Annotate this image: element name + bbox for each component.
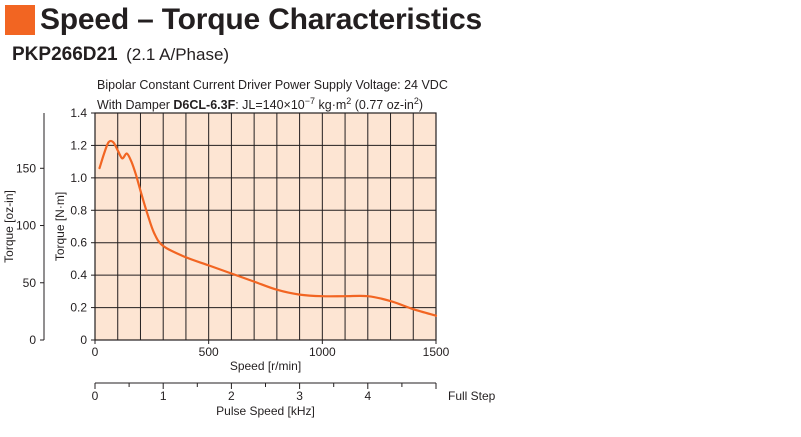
y-tick-label: 0.6	[70, 236, 87, 250]
series-line-0	[98, 139, 438, 317]
condition-line-1: Bipolar Constant Current Driver Power Su…	[97, 78, 448, 92]
y-axis-label: Torque [N·m]	[53, 192, 67, 261]
x2-tick-label: 2	[228, 389, 235, 403]
model-row: PKP266D21 (2.1 A/Phase)	[12, 44, 229, 66]
x-tick-label: 1000	[309, 345, 336, 359]
y-tick-label: 0	[80, 333, 87, 347]
plot-frame	[94, 112, 437, 341]
inertia-close-paren: )	[418, 98, 423, 113]
y-tick-label: 1.4	[70, 106, 87, 120]
title-accent-square	[5, 5, 35, 35]
condition-line-2: With Damper D6CL-6.3F: JL=140×10−7 kg·m2…	[97, 94, 423, 113]
damper-model: D6CL-6.3F	[173, 98, 236, 113]
x2-axis-label: Pulse Speed [kHz]	[216, 404, 315, 418]
x-tick-label: 1500	[423, 345, 450, 359]
y2-tick-label: 150	[16, 161, 36, 175]
y-tick-label: 0.4	[70, 268, 87, 282]
inertia-imperial-exponent: 2	[413, 96, 419, 106]
y2-tick-label: 50	[23, 276, 37, 290]
chart-title-row: Speed – Torque Characteristics	[5, 2, 482, 38]
y2-tick-label: 100	[16, 219, 36, 233]
x2-tick-label: 1	[160, 389, 167, 403]
inertia-unit: kg·m	[315, 98, 347, 113]
condition-prefix: With Damper	[97, 98, 174, 113]
y-tick-label: 1.0	[70, 171, 87, 185]
model-name: PKP266D21	[12, 44, 118, 65]
y-tick-label: 1.2	[70, 138, 87, 152]
x-axis-label: Speed [r/min]	[230, 359, 301, 373]
inertia-unit-exponent: 2	[346, 96, 352, 106]
inertia-exponent: −7	[304, 96, 316, 106]
inertia-label: : JL=140×10	[235, 98, 305, 113]
y2-tick-label: 0	[29, 333, 36, 347]
y-tick-label: 0.8	[70, 203, 87, 217]
x2-tick-label: 0	[92, 389, 99, 403]
x2-tick-label: 3	[296, 389, 303, 403]
y-tick-label: 0.2	[70, 301, 87, 315]
x-tick-label: 500	[199, 345, 219, 359]
full-step-label: Full Step	[448, 389, 496, 403]
inertia-imperial: (0.77 oz-in	[351, 98, 414, 113]
chart-title: Speed – Torque Characteristics	[40, 3, 482, 36]
x-tick-label: 0	[92, 345, 99, 359]
x2-tick-label: 4	[364, 389, 371, 403]
plot-background	[95, 113, 436, 340]
y2-axis-label: Torque [oz-in]	[2, 190, 16, 263]
model-spec: (2.1 A/Phase)	[126, 45, 230, 64]
